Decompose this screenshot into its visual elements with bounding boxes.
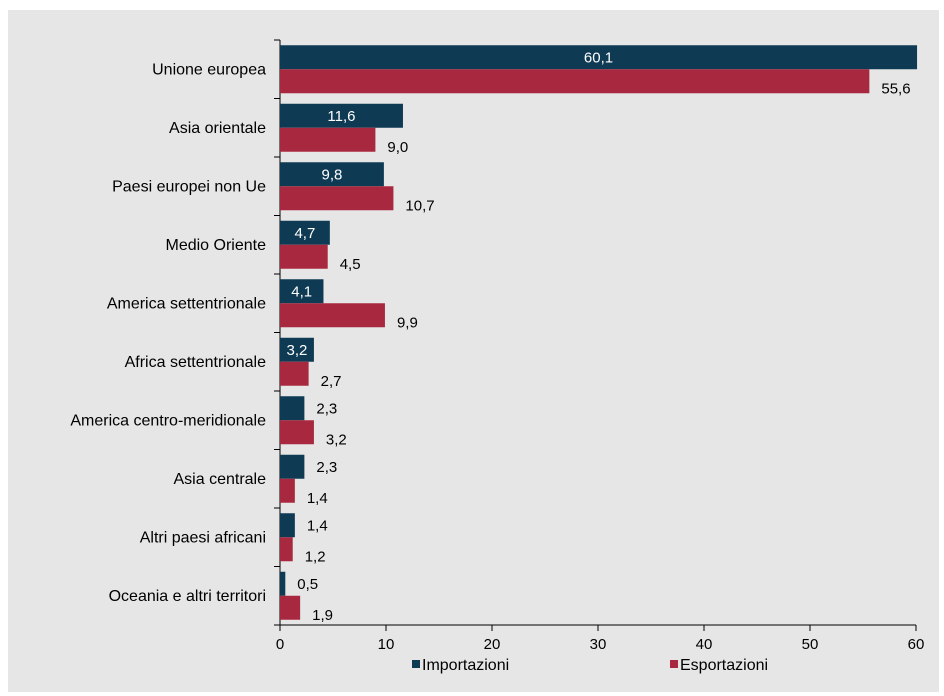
category-label: Altri paesi africani [140, 529, 266, 546]
legend-importazioni: Importazioni [422, 657, 509, 674]
legend-swatch [670, 660, 678, 668]
chart-panel: 0 10 20 30 40 50 60 Unione europea 60,1 55,6 Asia … [8, 10, 939, 692]
category-label: Asia centrale [174, 471, 267, 488]
export-bar [280, 595, 301, 620]
export-bar [280, 127, 376, 152]
import-value-label: 0,5 [297, 576, 318, 593]
export-bar [280, 69, 870, 94]
export-bar [280, 361, 309, 386]
import-bar [280, 220, 330, 245]
import-value-label: 2,3 [316, 400, 337, 417]
x-tick-label: 50 [802, 636, 819, 653]
import-bar [280, 454, 305, 479]
category-label: Unione europea [152, 61, 266, 78]
category-label: America settentrionale [107, 295, 266, 312]
import-value-label: 2,3 [316, 459, 337, 476]
import-bar [280, 571, 286, 596]
export-bar [280, 478, 295, 503]
export-bar [280, 303, 385, 328]
import-value-label: 4,7 [294, 225, 315, 242]
x-tick-label: 60 [908, 636, 925, 653]
export-value-label: 1,9 [312, 607, 333, 624]
x-tick-label: 20 [484, 636, 501, 653]
x-tick-label: 30 [590, 636, 607, 653]
export-value-label: 55,6 [881, 80, 910, 97]
import-value-label: 11,6 [327, 108, 355, 125]
import-value-label: 60,1 [584, 49, 613, 66]
export-value-label: 10,7 [405, 197, 434, 214]
import-value-label: 1,4 [307, 517, 328, 534]
x-tick-label: 0 [276, 636, 284, 653]
legend-swatch [412, 660, 420, 668]
export-value-label: 2,7 [321, 373, 342, 390]
category-label: Medio Oriente [166, 237, 267, 254]
category-label: Paesi europei non Ue [112, 178, 266, 195]
import-bar [280, 279, 324, 304]
legend-esportazioni: Esportazioni [680, 657, 768, 674]
export-value-label: 9,9 [397, 314, 418, 331]
bar-chart: 0 10 20 30 40 50 60 Unione europea 60,1 55,6 Asia … [70, 39, 925, 674]
x-tick-label: 10 [378, 636, 395, 653]
import-bar [280, 162, 384, 187]
x-tick-label: 40 [696, 636, 713, 653]
import-value-label: 3,2 [287, 342, 308, 359]
category-label: America centro-meridionale [70, 412, 266, 429]
export-value-label: 1,4 [307, 490, 328, 507]
category-label: Oceania e altri territori [109, 588, 266, 605]
category-label: Africa settentrionale [125, 354, 267, 371]
import-bar [280, 337, 314, 362]
category-label: Asia orientale [169, 120, 266, 137]
export-value-label: 1,2 [305, 548, 326, 565]
export-value-label: 4,5 [340, 256, 361, 273]
export-bar [280, 537, 293, 562]
import-bar [280, 103, 403, 128]
import-bar [280, 45, 918, 70]
export-value-label: 9,0 [387, 139, 408, 156]
export-bar [280, 244, 328, 269]
export-bar [280, 186, 394, 211]
import-value-label: 9,8 [322, 166, 343, 183]
export-value-label: 3,2 [326, 431, 347, 448]
export-bar [280, 420, 314, 445]
import-value-label: 4,1 [291, 283, 312, 300]
import-bar [280, 396, 305, 421]
import-bar [280, 513, 295, 538]
